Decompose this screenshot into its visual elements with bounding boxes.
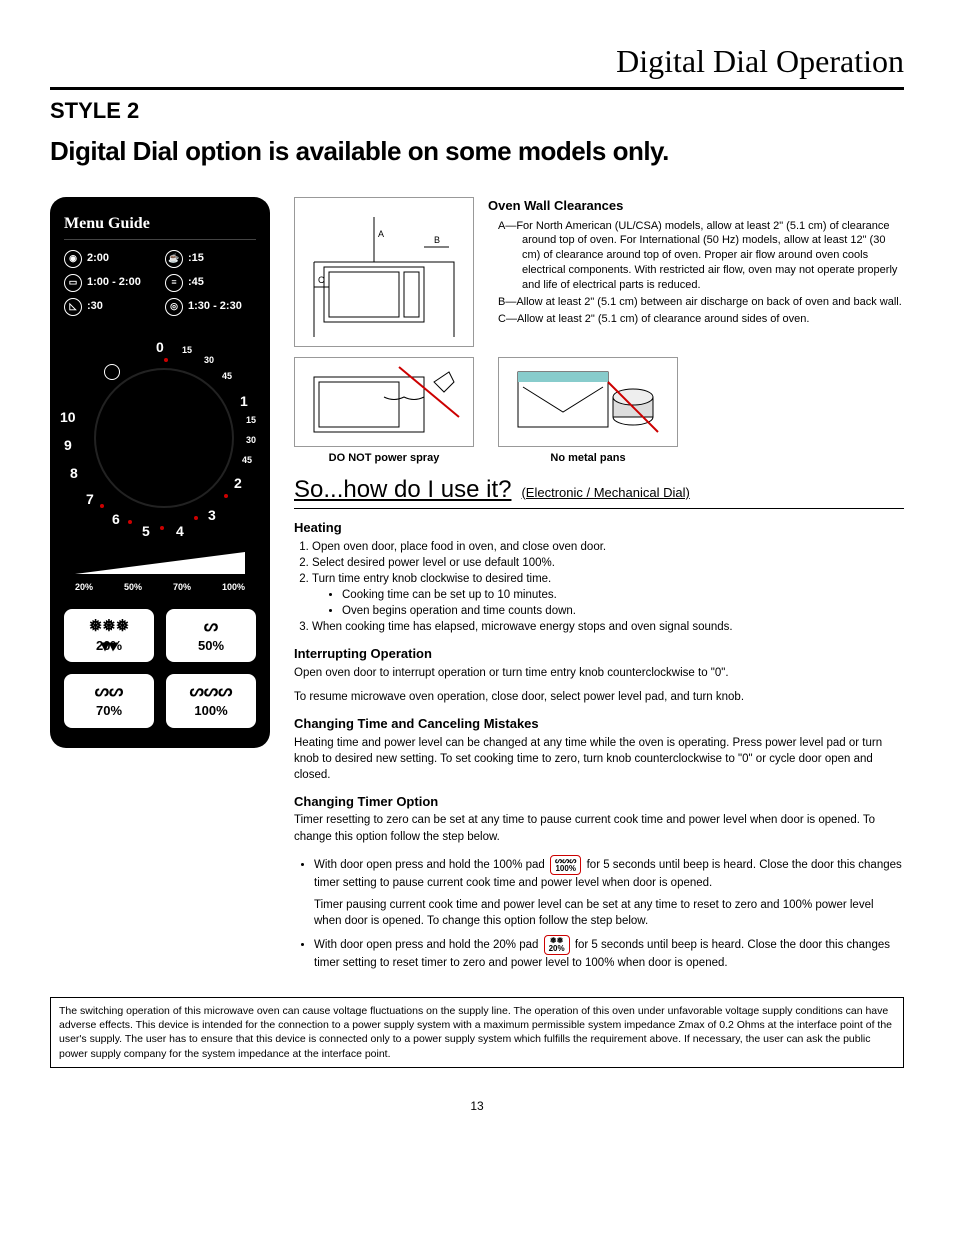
pad-label: 50% <box>172 637 250 655</box>
dial-sub: 15 <box>182 344 192 356</box>
page-subtitle: Digital Dial option is available on some… <box>50 134 904 169</box>
changing-heading: Changing Time and Canceling Mistakes <box>294 715 904 733</box>
no-metal-caption: No metal pans <box>498 451 678 466</box>
clearance-item-b: B—Allow at least 2" (5.1 cm) between air… <box>498 295 904 310</box>
clearance-item-c: C—Allow at least 2" (5.1 cm) of clearanc… <box>498 312 904 327</box>
dial-num-8: 8 <box>70 464 78 483</box>
power-pad-100[interactable]: ᔕᔕᔕ100% <box>166 674 256 728</box>
dial-num-4: 4 <box>176 522 184 541</box>
dial-sub: 30 <box>246 434 256 446</box>
timer-heading: Changing Timer Option <box>294 793 904 811</box>
pizza-icon: ◺ <box>64 298 82 316</box>
dial-num-9: 9 <box>64 436 72 455</box>
no-spray-diagram <box>294 357 474 447</box>
power-label: 70% <box>173 581 191 593</box>
power-label: 100% <box>222 581 245 593</box>
clearance-diagram: A B C <box>294 197 474 347</box>
timer-intro: Timer resetting to zero can be set at an… <box>294 812 904 844</box>
heating-note: Cooking time can be set up to 10 minutes… <box>342 587 904 603</box>
timer-mid-text: Timer pausing current cook time and powe… <box>314 897 904 929</box>
timer-dial[interactable]: 0 15 30 45 1 15 30 45 2 3 4 5 6 7 8 9 10 <box>64 338 264 538</box>
dial-num-10: 10 <box>60 408 76 427</box>
heating-step: Turn time entry knob clockwise to desire… <box>312 571 904 619</box>
sandwich-icon: ≡ <box>165 274 183 292</box>
dial-num-3: 3 <box>208 506 216 525</box>
how-use-heading: So...how do I use it? <box>294 474 511 506</box>
dial-num-0: 0 <box>156 338 164 357</box>
plate-icon: ◎ <box>165 298 183 316</box>
menu-item: 1:30 - 2:30 <box>188 299 242 314</box>
menu-item: :30 <box>87 299 103 314</box>
menu-guide-grid: ◉ 2:00 ☕ :15 ▭ 1:00 - 2:00 ≡ :45 ◺ :30 ◎ 1:30 … <box>64 250 256 316</box>
inline-pad-20-icon: ❅❅20% <box>544 935 570 955</box>
clearances-heading: Oven Wall Clearances <box>488 197 904 215</box>
dial-sub: 30 <box>204 354 214 366</box>
changing-text: Heating time and power level can be chan… <box>294 735 904 783</box>
impedance-note: The switching operation of this microwav… <box>50 997 904 1068</box>
svg-text:B: B <box>434 235 440 245</box>
power-level-bar: 20% 50% 70% 100% <box>75 552 245 593</box>
heating-steps: Open oven door, place food in oven, and … <box>294 539 904 636</box>
timer-bullet-100: With door open press and hold the 100% p… <box>314 855 904 929</box>
power-pad-50[interactable]: ᔕ50% <box>166 609 256 663</box>
dial-num-7: 7 <box>86 490 94 509</box>
power-label: 20% <box>75 581 93 593</box>
page-number: 13 <box>50 1098 904 1114</box>
dial-sub: 15 <box>246 414 256 426</box>
pad-label: 20% <box>70 637 148 655</box>
interrupt-text: Open oven door to interrupt operation or… <box>294 665 904 681</box>
timer-bullet-20: With door open press and hold the 20% pa… <box>314 935 904 971</box>
interrupt-heading: Interrupting Operation <box>294 645 904 663</box>
dial-num-2: 2 <box>234 474 242 493</box>
svg-text:A: A <box>378 229 384 239</box>
menu-item: :15 <box>188 251 204 266</box>
heat-low-icon: ᔕ <box>172 617 250 637</box>
pad-label: 70% <box>70 702 148 720</box>
heating-note: Oven begins operation and time counts do… <box>342 603 904 619</box>
menu-item: 2:00 <box>87 251 109 266</box>
pad-label: 100% <box>172 702 250 720</box>
inline-pad-100-icon: ᔕᔕᔕ100% <box>550 855 581 875</box>
dial-num-1: 1 <box>240 392 248 411</box>
heating-heading: Heating <box>294 519 904 537</box>
no-spray-caption: DO NOT power spray <box>294 451 474 466</box>
soup-icon: ☕ <box>165 250 183 268</box>
menu-guide-title: Menu Guide <box>64 213 256 240</box>
potato-icon: ◉ <box>64 250 82 268</box>
heat-high-icon: ᔕᔕᔕ <box>172 682 250 702</box>
power-pads: ❅❅❅▾▾20% ᔕ50% ᔕᔕ70% ᔕᔕᔕ100% <box>64 609 256 728</box>
svg-text:C: C <box>318 275 325 285</box>
defrost-icon: ❅❅❅▾▾ <box>70 617 148 637</box>
clearance-item-a: A—For North American (UL/CSA) models, al… <box>498 219 904 293</box>
heat-med-icon: ᔕᔕ <box>70 682 148 702</box>
menu-item: :45 <box>188 275 204 290</box>
menu-item: 1:00 - 2:00 <box>87 275 141 290</box>
interrupt-resume: To resume microwave oven operation, clos… <box>294 689 904 705</box>
control-panel: Menu Guide ◉ 2:00 ☕ :15 ▭ 1:00 - 2:00 ≡ :45 … <box>50 197 270 748</box>
dial-sub: 45 <box>222 370 232 382</box>
style-heading: STYLE 2 <box>50 96 904 126</box>
no-metal-diagram <box>498 357 678 447</box>
heating-step: When cooking time has elapsed, microwave… <box>312 619 904 635</box>
casserole-icon: ▭ <box>64 274 82 292</box>
heating-step: Select desired power level or use defaul… <box>312 555 904 571</box>
heating-step: Open oven door, place food in oven, and … <box>312 539 904 555</box>
page-title: Digital Dial Operation <box>50 40 904 90</box>
power-pad-20[interactable]: ❅❅❅▾▾20% <box>64 609 154 663</box>
dial-sub: 45 <box>242 454 252 466</box>
how-use-sub: (Electronic / Mechanical Dial) <box>521 484 689 502</box>
dial-num-6: 6 <box>112 510 120 529</box>
power-pad-70[interactable]: ᔕᔕ70% <box>64 674 154 728</box>
power-label: 50% <box>124 581 142 593</box>
dial-num-5: 5 <box>142 522 150 541</box>
